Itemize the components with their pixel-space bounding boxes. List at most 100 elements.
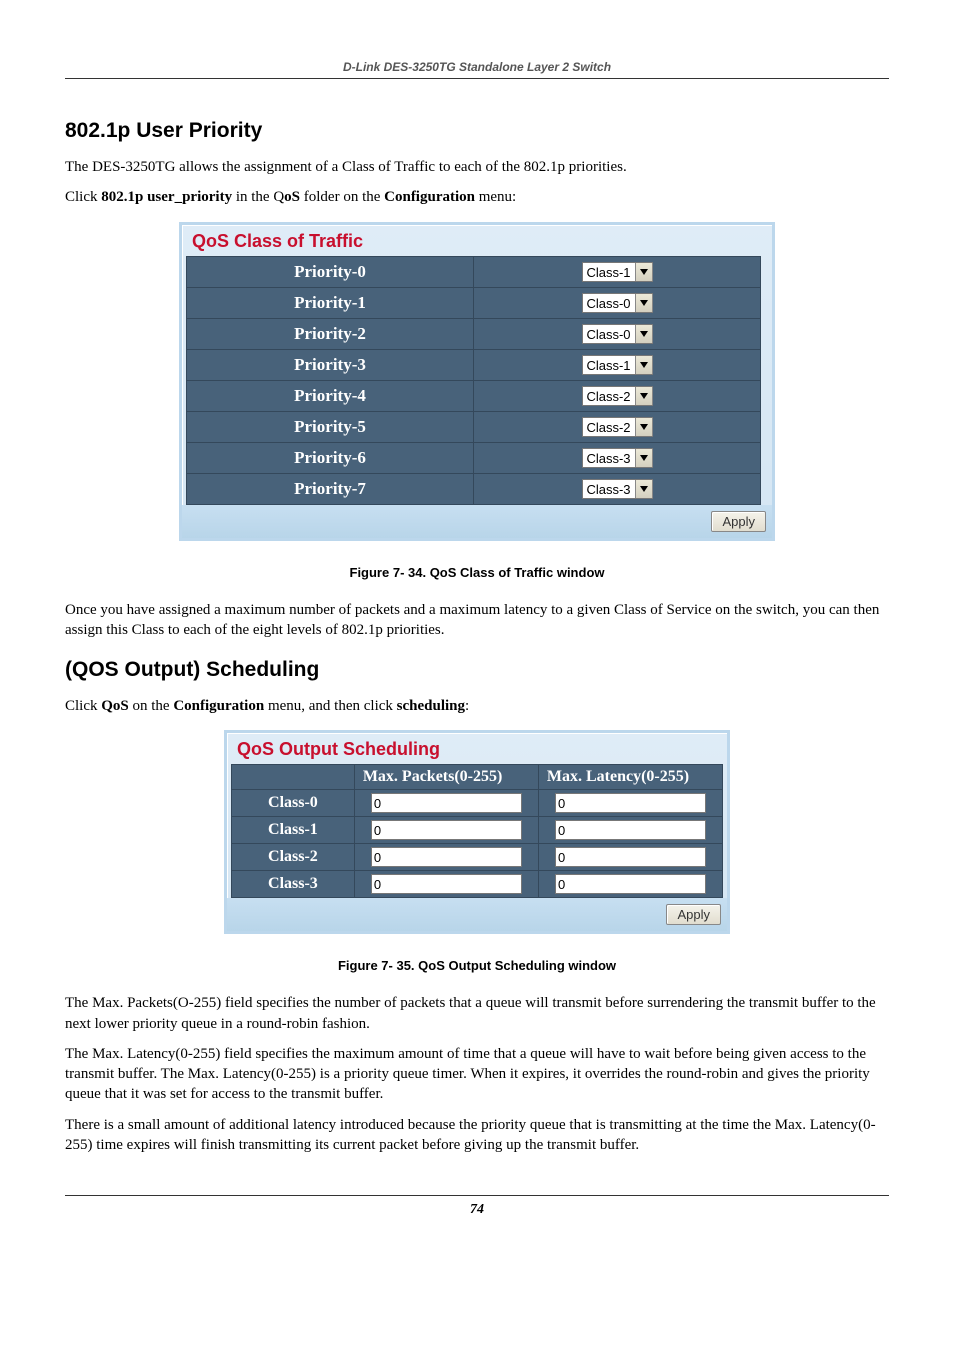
priority-value-cell: Class-2 <box>474 411 761 442</box>
priority-label: Priority-1 <box>187 287 474 318</box>
bold-fragment: 802.1p user_priority <box>101 189 232 205</box>
apply-button[interactable]: Apply <box>711 511 766 532</box>
max-packets-input[interactable] <box>371 874 522 894</box>
section2-paragraph-4: There is a small amount of additional la… <box>65 1115 889 1156</box>
table-row: Priority-4 Class-2 <box>187 380 761 411</box>
class-label: Class-2 <box>232 844 355 871</box>
text-fragment: menu: <box>475 189 516 205</box>
bold-fragment: scheduling <box>397 698 465 714</box>
section-title-8021p: 802.1p User Priority <box>65 119 889 143</box>
latency-cell <box>538 871 722 898</box>
priority-value-cell: Class-1 <box>474 256 761 287</box>
chevron-down-icon <box>635 387 653 405</box>
apply-button[interactable]: Apply <box>666 904 721 925</box>
class-select[interactable]: Class-0 <box>582 293 653 313</box>
max-packets-input[interactable] <box>371 847 522 867</box>
max-packets-input[interactable] <box>371 793 522 813</box>
chevron-down-icon <box>635 480 653 498</box>
class-select[interactable]: Class-3 <box>582 448 653 468</box>
priority-value-cell: Class-2 <box>474 380 761 411</box>
chevron-down-icon <box>635 356 653 374</box>
text-fragment: in the Q <box>232 189 284 205</box>
priority-value-cell: Class-0 <box>474 318 761 349</box>
class-select[interactable]: Class-1 <box>582 355 653 375</box>
max-latency-input[interactable] <box>555 820 706 840</box>
packets-cell <box>354 871 538 898</box>
table-row: Class-0 <box>232 790 723 817</box>
table-header-packets: Max. Packets(0-255) <box>354 765 538 790</box>
max-latency-input[interactable] <box>555 847 706 867</box>
text-fragment: folder on the <box>300 189 384 205</box>
max-packets-input[interactable] <box>371 820 522 840</box>
section1-paragraph-3: Once you have assigned a maximum number … <box>65 600 889 641</box>
figure-caption-34: Figure 7- 34. QoS Class of Traffic windo… <box>65 565 889 580</box>
table-row: Priority-2 Class-0 <box>187 318 761 349</box>
page-header: D-Link DES-3250TG Standalone Layer 2 Swi… <box>65 60 889 79</box>
bold-fragment: oS <box>284 189 300 205</box>
latency-cell <box>538 844 722 871</box>
section-title-scheduling: (QOS Output) Scheduling <box>65 658 889 682</box>
priority-label: Priority-7 <box>187 473 474 504</box>
priority-value-cell: Class-0 <box>474 287 761 318</box>
table-header-blank <box>232 765 355 790</box>
bold-fragment: Configuration <box>384 189 475 205</box>
qos-class-table: Priority-0Class-1Priority-1Class-0Priori… <box>186 256 761 505</box>
section1-paragraph-1: The DES-3250TG allows the assignment of … <box>65 157 889 177</box>
packets-cell <box>354 817 538 844</box>
text-fragment: menu, and then click <box>264 698 396 714</box>
select-value: Class-3 <box>583 451 635 466</box>
section1-paragraph-2: Click 802.1p user_priority in the QoS fo… <box>65 187 889 207</box>
chevron-down-icon <box>635 263 653 281</box>
max-latency-input[interactable] <box>555 874 706 894</box>
text-fragment: Click <box>65 698 101 714</box>
panel-title: QoS Class of Traffic <box>182 225 772 256</box>
chevron-down-icon <box>635 294 653 312</box>
table-row: Priority-0 Class-1 <box>187 256 761 287</box>
class-label: Class-3 <box>232 871 355 898</box>
qos-output-table: Max. Packets(0-255) Max. Latency(0-255) … <box>231 764 723 898</box>
chevron-down-icon <box>635 449 653 467</box>
figure-caption-35: Figure 7- 35. QoS Output Scheduling wind… <box>65 958 889 973</box>
class-select[interactable]: Class-1 <box>582 262 653 282</box>
max-latency-input[interactable] <box>555 793 706 813</box>
table-row: Priority-1 Class-0 <box>187 287 761 318</box>
select-value: Class-0 <box>583 327 635 342</box>
panel-title: QoS Output Scheduling <box>227 733 727 764</box>
select-value: Class-1 <box>583 265 635 280</box>
qos-output-panel: QoS Output Scheduling Max. Packets(0-255… <box>224 730 730 934</box>
chevron-down-icon <box>635 418 653 436</box>
table-row: Class-2 <box>232 844 723 871</box>
bold-fragment: QoS <box>101 698 129 714</box>
packets-cell <box>354 790 538 817</box>
priority-label: Priority-5 <box>187 411 474 442</box>
table-row: Class-1 <box>232 817 723 844</box>
text-fragment: : <box>465 698 469 714</box>
chevron-down-icon <box>635 325 653 343</box>
apply-row: Apply <box>182 505 772 538</box>
latency-cell <box>538 790 722 817</box>
priority-label: Priority-4 <box>187 380 474 411</box>
class-select[interactable]: Class-2 <box>582 417 653 437</box>
table-row: Priority-7 Class-3 <box>187 473 761 504</box>
packets-cell <box>354 844 538 871</box>
apply-row: Apply <box>227 898 727 931</box>
class-select[interactable]: Class-0 <box>582 324 653 344</box>
table-row: Class-3 <box>232 871 723 898</box>
section2-paragraph-2: The Max. Packets(O-255) field specifies … <box>65 993 889 1034</box>
select-value: Class-1 <box>583 358 635 373</box>
section2-paragraph-1: Click QoS on the Configuration menu, and… <box>65 696 889 716</box>
class-select[interactable]: Class-3 <box>582 479 653 499</box>
select-value: Class-3 <box>583 482 635 497</box>
priority-value-cell: Class-3 <box>474 442 761 473</box>
table-row: Priority-3Class-1 <box>187 349 761 380</box>
text-fragment: Click <box>65 189 101 205</box>
class-label: Class-1 <box>232 817 355 844</box>
priority-value-cell: Class-3 <box>474 473 761 504</box>
section2-paragraph-3: The Max. Latency(0-255) field specifies … <box>65 1044 889 1105</box>
page-footer: 74 <box>65 1195 889 1218</box>
priority-label: Priority-2 <box>187 318 474 349</box>
class-select[interactable]: Class-2 <box>582 386 653 406</box>
priority-label: Priority-6 <box>187 442 474 473</box>
priority-label: Priority-0 <box>187 256 474 287</box>
text-fragment: on the <box>129 698 174 714</box>
